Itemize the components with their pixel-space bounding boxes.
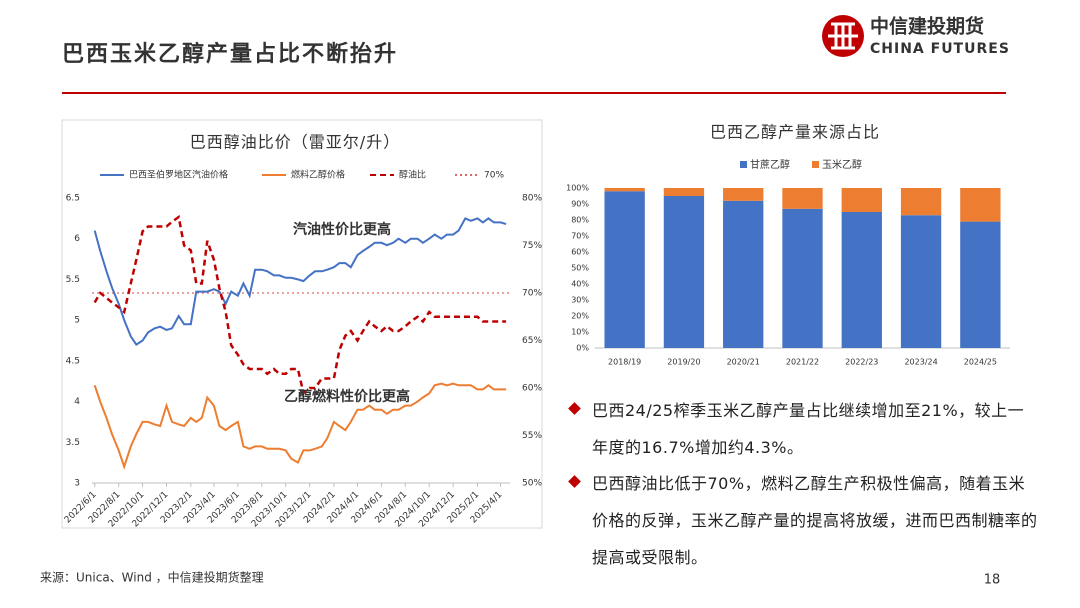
y2-tick-label: 80%	[522, 194, 542, 204]
x-tick-label: 2023/24	[904, 358, 937, 367]
y2-tick-label: 55%	[522, 431, 542, 441]
legend-label: 醇油比	[399, 169, 426, 181]
y-tick-label: 90%	[571, 200, 589, 209]
chart-title: 巴西醇油比价（雷亚尔/升）	[190, 133, 400, 152]
y-tick-label: 80%	[571, 216, 589, 225]
slide-title: 巴西玉米乙醇产量占比不断抬升	[62, 41, 398, 67]
bar-segment	[604, 188, 645, 192]
x-tick-label: 2018/19	[608, 358, 641, 367]
source-note: 来源：Unica、Wind ，中信建投期货整理	[40, 570, 264, 585]
bar-segment	[663, 188, 705, 196]
x-tick-label: 2019/20	[667, 358, 700, 367]
y2-tick-label: 70%	[522, 289, 542, 299]
bar-segment	[782, 208, 823, 348]
legend-label: 70%	[484, 171, 504, 181]
y-tick-label: 6.5	[66, 194, 80, 204]
annotation: 汽油性价比更高	[293, 221, 391, 238]
legend-label: 甘蔗乙醇	[750, 158, 790, 171]
x-tick-label: 2020/21	[727, 358, 760, 367]
bar-segment	[723, 200, 764, 348]
legend-swatch	[812, 161, 819, 168]
bar-segment	[723, 188, 764, 201]
logo-cn: 中信建投期货	[870, 15, 984, 38]
series-line	[93, 382, 507, 470]
y2-tick-label: 65%	[522, 336, 542, 346]
y-tick-label: 60%	[571, 248, 589, 257]
series-line	[93, 217, 507, 346]
legend-label: 玉米乙醇	[822, 158, 862, 171]
bar-segment	[960, 188, 1001, 222]
logo	[822, 15, 864, 57]
y2-tick-label: 60%	[522, 384, 542, 394]
logo-glyph	[828, 22, 858, 50]
bullet: 巴西24/25榨季玉米乙醇产量占比继续增加至21%，较上一年度的16.7%增加约…	[592, 392, 1040, 466]
bar-segment	[663, 196, 705, 348]
logo-en: CHINA FUTURES	[870, 41, 1010, 57]
y-tick-label: 70%	[571, 232, 589, 241]
series-line	[93, 214, 507, 395]
y-tick-label: 5.5	[66, 275, 80, 285]
bar-segment	[841, 212, 882, 348]
bullet: 巴西醇油比低于70%，燃料乙醇生产积极性偏高，随着玉米价格的反弹，玉米乙醇产量的…	[592, 465, 1040, 576]
y2-tick-label: 75%	[522, 241, 542, 251]
y-tick-label: 3	[74, 479, 80, 489]
x-tick-label: 2024/25	[964, 358, 997, 367]
y-tick-label: 5	[74, 316, 80, 326]
bar-segment	[604, 191, 645, 348]
y-tick-label: 6	[74, 234, 80, 244]
y-tick-label: 20%	[571, 312, 589, 321]
bar-segment	[900, 188, 942, 216]
y-tick-label: 50%	[571, 264, 589, 273]
x-tick-label: 2022/23	[845, 358, 878, 367]
page-number: 18	[984, 573, 1001, 588]
bar-segment	[900, 215, 942, 348]
chart1-frame	[61, 119, 543, 529]
y-tick-label: 4	[74, 397, 80, 407]
annotation: 乙醇燃料性价比更高	[284, 388, 410, 405]
legend-label: 燃料乙醇价格	[291, 169, 345, 181]
y-tick-label: 100%	[566, 184, 589, 193]
bar-segment	[841, 188, 882, 212]
x-tick-label: 2021/22	[786, 358, 819, 367]
y-tick-label: 4.5	[66, 356, 80, 366]
y-tick-label: 3.5	[66, 438, 80, 448]
y-tick-label: 30%	[571, 296, 589, 305]
legend-label: 巴西圣伯罗地区汽油价格	[129, 169, 228, 181]
y-tick-label: 40%	[571, 280, 589, 289]
chart-title: 巴西乙醇产量来源占比	[710, 123, 880, 142]
y-tick-label: 0%	[576, 344, 589, 353]
legend-swatch	[740, 161, 747, 168]
y2-tick-label: 50%	[522, 479, 542, 489]
bar-segment	[782, 188, 823, 209]
y-tick-label: 10%	[571, 328, 589, 337]
bar-segment	[960, 221, 1001, 348]
